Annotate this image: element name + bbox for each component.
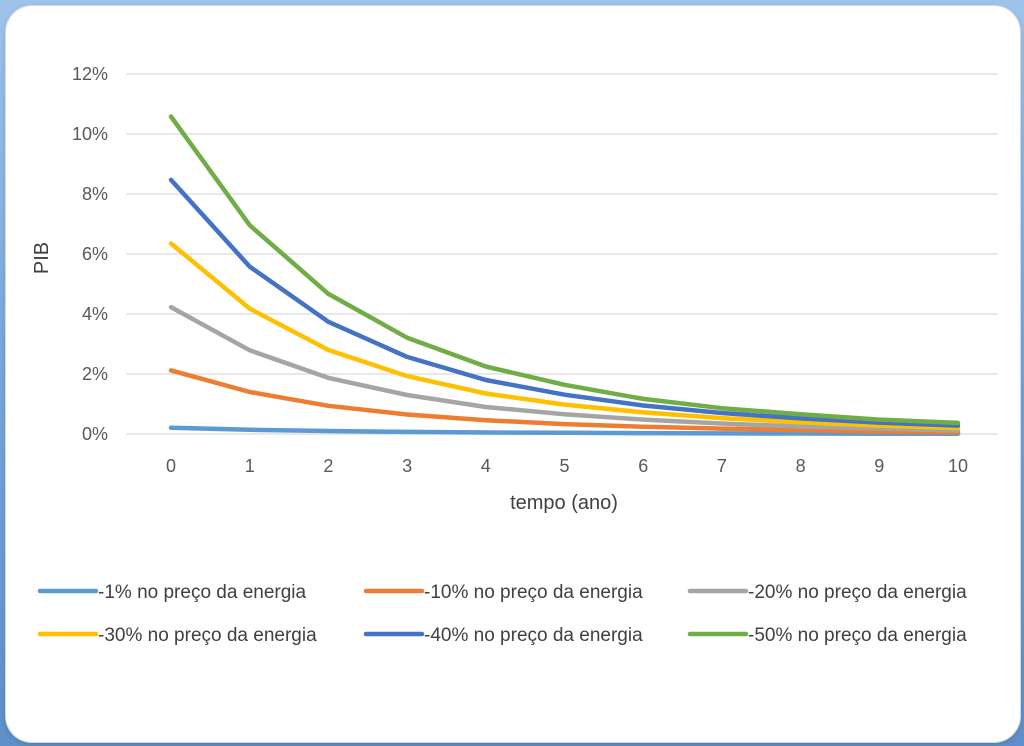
legend-item: -10% no preço da energia [363, 582, 643, 603]
x-tick-label: 6 [638, 456, 648, 476]
legend-item: -20% no preço da energia [687, 582, 967, 603]
line-chart: 0% 2% 4% 6% 8% 10% 12% 0 1 2 3 4 5 6 7 8 9 10 PIB tempo … [31, 64, 998, 646]
legend-label: -10% no preço da energia [424, 582, 643, 603]
legend-label: -30% no preço da energia [98, 625, 317, 646]
y-tick-label: 8% [82, 184, 108, 204]
legend-label: -50% no preço da energia [748, 625, 967, 646]
y-axis-ticks: 0% 2% 4% 6% 8% 10% 12% [72, 64, 108, 444]
series-lines [168, 114, 961, 436]
series-line-5 [168, 177, 961, 428]
x-tick-label: 0 [166, 456, 176, 476]
legend-label: -1% no preço da energia [98, 582, 307, 603]
x-tick-label: 3 [402, 456, 412, 476]
y-tick-label: 4% [82, 304, 108, 324]
series-line-1 [168, 425, 961, 436]
y-tick-label: 6% [82, 244, 108, 264]
y-tick-label: 12% [72, 64, 108, 84]
y-tick-label: 10% [72, 124, 108, 144]
x-axis-ticks: 0 1 2 3 4 5 6 7 8 9 10 [166, 456, 968, 476]
x-tick-label: 8 [796, 456, 806, 476]
series-line-3 [168, 304, 961, 433]
chart-panel: 0% 2% 4% 6% 8% 10% 12% 0 1 2 3 4 5 6 7 8 9 10 PIB tempo … [6, 6, 1020, 742]
legend-label: -40% no preço da energia [424, 625, 643, 646]
y-tick-label: 2% [82, 364, 108, 384]
series-line-2 [168, 368, 961, 435]
x-tick-label: 2 [323, 456, 333, 476]
gridlines [126, 73, 998, 435]
x-tick-label: 7 [717, 456, 727, 476]
legend: -1% no preço da energia -10% no preço da … [37, 582, 967, 646]
y-tick-label: 0% [82, 424, 108, 444]
x-tick-label: 4 [481, 456, 491, 476]
x-tick-label: 10 [948, 456, 968, 476]
legend-item: -1% no preço da energia [37, 582, 307, 603]
legend-item: -40% no preço da energia [363, 625, 643, 646]
series-line-6 [168, 114, 961, 426]
legend-item: -30% no preço da energia [37, 625, 317, 646]
legend-label: -20% no preço da energia [748, 582, 967, 603]
legend-item: -50% no preço da energia [687, 625, 967, 646]
x-tick-label: 9 [874, 456, 884, 476]
x-tick-label: 1 [245, 456, 255, 476]
y-axis-label: PIB [31, 242, 53, 274]
x-tick-label: 5 [559, 456, 569, 476]
series-line-4 [168, 241, 961, 431]
x-axis-label: tempo (ano) [510, 492, 618, 514]
